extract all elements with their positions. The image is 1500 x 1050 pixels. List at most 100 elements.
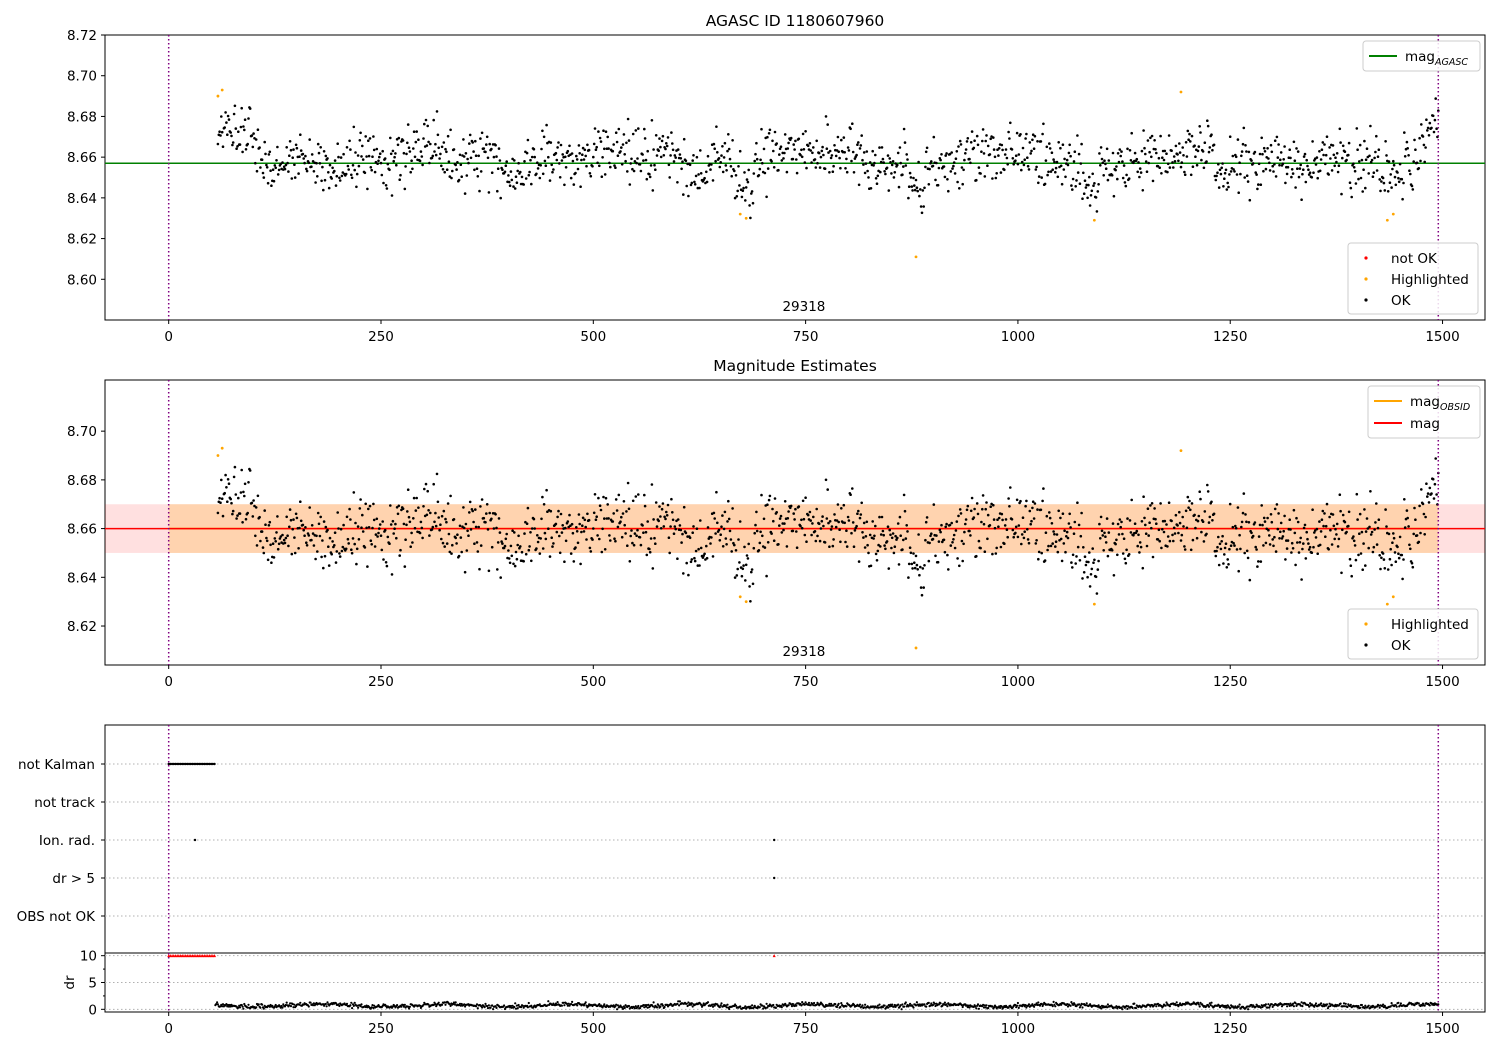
ok-point: [456, 533, 459, 536]
ok-point: [1379, 567, 1382, 571]
ok-point: [782, 157, 785, 160]
ok-point: [1153, 139, 1156, 142]
ok-point: [794, 139, 797, 143]
dr-point: [1025, 1006, 1028, 1009]
dr-point: [925, 1005, 928, 1008]
ok-point: [1077, 523, 1081, 527]
ok-point: [1279, 151, 1283, 154]
ok-point: [482, 147, 486, 150]
ok-point: [1121, 532, 1124, 536]
dr-point: [1165, 1001, 1168, 1004]
ok-point: [229, 497, 232, 501]
dr-point: [852, 1003, 856, 1007]
dr-point: [510, 1006, 513, 1009]
ok-point: [1255, 173, 1258, 176]
ok-point: [729, 538, 733, 541]
ok-point: [1412, 532, 1415, 536]
ok-point: [374, 160, 378, 164]
ok-point: [288, 140, 292, 143]
ok-point: [903, 509, 907, 513]
ok-point: [1297, 175, 1301, 179]
ok-point: [747, 542, 750, 546]
ok-point: [953, 172, 957, 175]
ok-point: [501, 542, 504, 545]
dr-point: [241, 1005, 244, 1008]
ok-point: [438, 528, 441, 532]
x-tick-label: 1500: [1425, 1021, 1459, 1037]
ok-point: [298, 526, 301, 530]
ok-point: [377, 159, 380, 163]
ok-point: [302, 528, 306, 532]
dr-point: [900, 1008, 903, 1011]
dr-point: [909, 1002, 912, 1005]
ok-point: [494, 513, 497, 516]
ok-point: [1189, 173, 1193, 177]
ok-point: [1181, 146, 1184, 149]
ok-point: [902, 165, 905, 168]
ok-point: [1016, 535, 1020, 539]
ok-point: [426, 124, 430, 128]
ok-point: [1090, 189, 1094, 193]
ok-point: [1039, 508, 1043, 512]
ok-point: [676, 148, 680, 151]
ok-point: [354, 521, 357, 525]
ok-point: [1290, 551, 1293, 554]
ok-point: [1012, 535, 1015, 539]
ok-point: [606, 503, 609, 506]
ok-point: [1224, 542, 1228, 545]
ok-point: [919, 188, 922, 191]
ok-point: [1365, 517, 1369, 520]
ok-point: [1037, 550, 1041, 554]
ok-point: [650, 483, 654, 486]
dr-point: [1246, 1005, 1249, 1008]
dr-point: [487, 1004, 490, 1007]
ok-point: [1215, 174, 1218, 178]
obsid-label: 29318: [782, 644, 825, 660]
dr-point: [359, 1005, 362, 1008]
ok-point: [1224, 168, 1228, 172]
dr-point: [307, 1005, 310, 1008]
ok-point: [716, 521, 719, 525]
ok-point: [780, 531, 784, 534]
x-tick-label: 1250: [1213, 674, 1247, 690]
ok-point: [219, 134, 222, 137]
ok-point: [857, 141, 860, 144]
ok-point: [734, 174, 738, 177]
ok-point: [1159, 502, 1162, 505]
plot-area: [105, 446, 1485, 650]
dr-point: [1120, 1006, 1123, 1009]
ok-point: [894, 534, 897, 538]
ok-point: [666, 136, 670, 139]
ok-point: [879, 533, 883, 536]
ok-point: [462, 155, 466, 158]
ok-point: [1269, 513, 1273, 516]
ok-point: [303, 161, 306, 165]
ok-point: [286, 161, 289, 165]
ok-point: [643, 137, 647, 140]
ok-point: [601, 527, 604, 531]
ok-point: [1031, 133, 1035, 136]
ok-point: [426, 489, 430, 493]
ok-point: [338, 552, 341, 555]
dr-point: [565, 1002, 569, 1006]
ok-point: [1296, 150, 1300, 153]
ok-point: [1358, 532, 1361, 535]
ok-point: [733, 196, 737, 200]
ok-point: [1333, 164, 1336, 168]
dr-point: [1125, 1004, 1128, 1008]
dr-point: [407, 1005, 410, 1008]
ok-point: [360, 526, 363, 529]
ok-point: [226, 500, 229, 504]
ok-point: [1059, 516, 1062, 520]
ok-point: [1398, 162, 1402, 166]
dr-point: [370, 1006, 373, 1009]
ok-point: [310, 165, 313, 168]
ok-point: [997, 525, 1000, 528]
ok-point: [538, 176, 542, 180]
ok-point: [880, 146, 884, 149]
ok-point: [505, 160, 509, 163]
ok-point: [920, 211, 924, 215]
ok-point: [588, 546, 592, 550]
ok-point: [1211, 148, 1214, 152]
ok-point: [671, 511, 674, 514]
